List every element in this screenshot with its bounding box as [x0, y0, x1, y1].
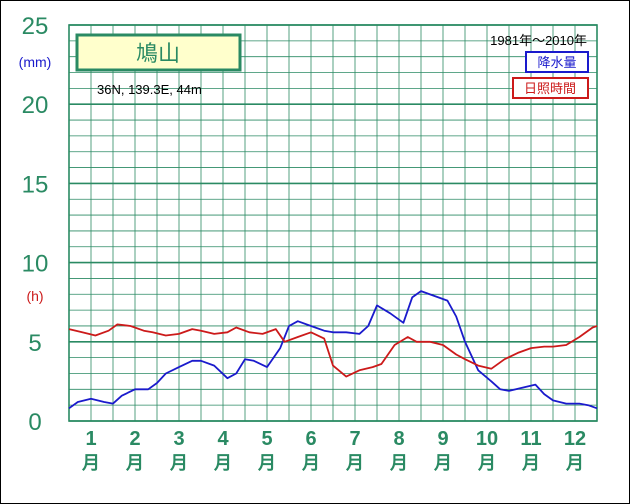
month-suffix-label: 月: [301, 453, 320, 474]
month-number-label: 9: [437, 428, 448, 450]
month-suffix-label: 月: [521, 453, 540, 474]
month-number-label: 3: [173, 428, 184, 450]
month-suffix-label: 月: [257, 453, 276, 474]
month-suffix-label: 月: [565, 453, 584, 474]
month-number-label: 10: [476, 428, 498, 450]
legend-sunshine-label: 日照時間: [524, 82, 576, 97]
station-title: 鳩山: [136, 42, 180, 67]
y-tick-label: 15: [22, 171, 49, 198]
month-suffix-label: 月: [389, 453, 408, 474]
month-number-label: 7: [349, 428, 360, 450]
month-suffix-label: 月: [477, 453, 496, 474]
month-number-label: 2: [129, 428, 140, 450]
sunshine-unit-label: (h): [26, 288, 43, 304]
month-suffix-label: 月: [213, 453, 232, 474]
legend-precip-box: [525, 51, 589, 73]
month-suffix-label: 月: [81, 453, 100, 474]
series-lines: [68, 290, 598, 410]
month-labels: 1 月 2 月 3 月 4 月 5 月 6 月 7 月 8 月 9 月 10 月 11 月 12 月: [81, 428, 586, 474]
month-number-label: 11: [520, 428, 541, 450]
month-number-label: 5: [261, 428, 272, 450]
month-number-label: 8: [393, 428, 404, 450]
month-number-label: 4: [217, 428, 229, 450]
y-tick-label: 25: [22, 13, 49, 40]
grid: [68, 24, 598, 422]
legend-sunshine-box: [512, 77, 589, 99]
y-tick-label: 5: [28, 330, 41, 357]
station-box: [75, 33, 242, 72]
month-number-label: 6: [305, 428, 316, 450]
period-label: 1981年〜2010年: [490, 33, 587, 48]
sunshine-line: [68, 323, 598, 378]
precipitation-line: [68, 290, 598, 410]
plot-border: [68, 24, 598, 422]
month-suffix-label: 月: [169, 453, 188, 474]
y-tick-label: 10: [22, 251, 49, 278]
y-tick-label: 20: [22, 92, 49, 119]
month-suffix-label: 月: [433, 453, 452, 474]
month-suffix-label: 月: [345, 453, 364, 474]
month-suffix-label: 月: [125, 453, 144, 474]
month-number-label: 12: [564, 428, 586, 450]
precip-unit-label: (mm): [19, 54, 52, 70]
month-number-label: 1: [85, 428, 96, 450]
y-tick-label: 0: [28, 409, 41, 436]
station-coords: 36N, 139.3E, 44m: [97, 82, 202, 97]
y-axis-ticks: 0 5 10 15 20 25: [22, 13, 49, 436]
legend-precip-label: 降水量: [537, 56, 576, 71]
